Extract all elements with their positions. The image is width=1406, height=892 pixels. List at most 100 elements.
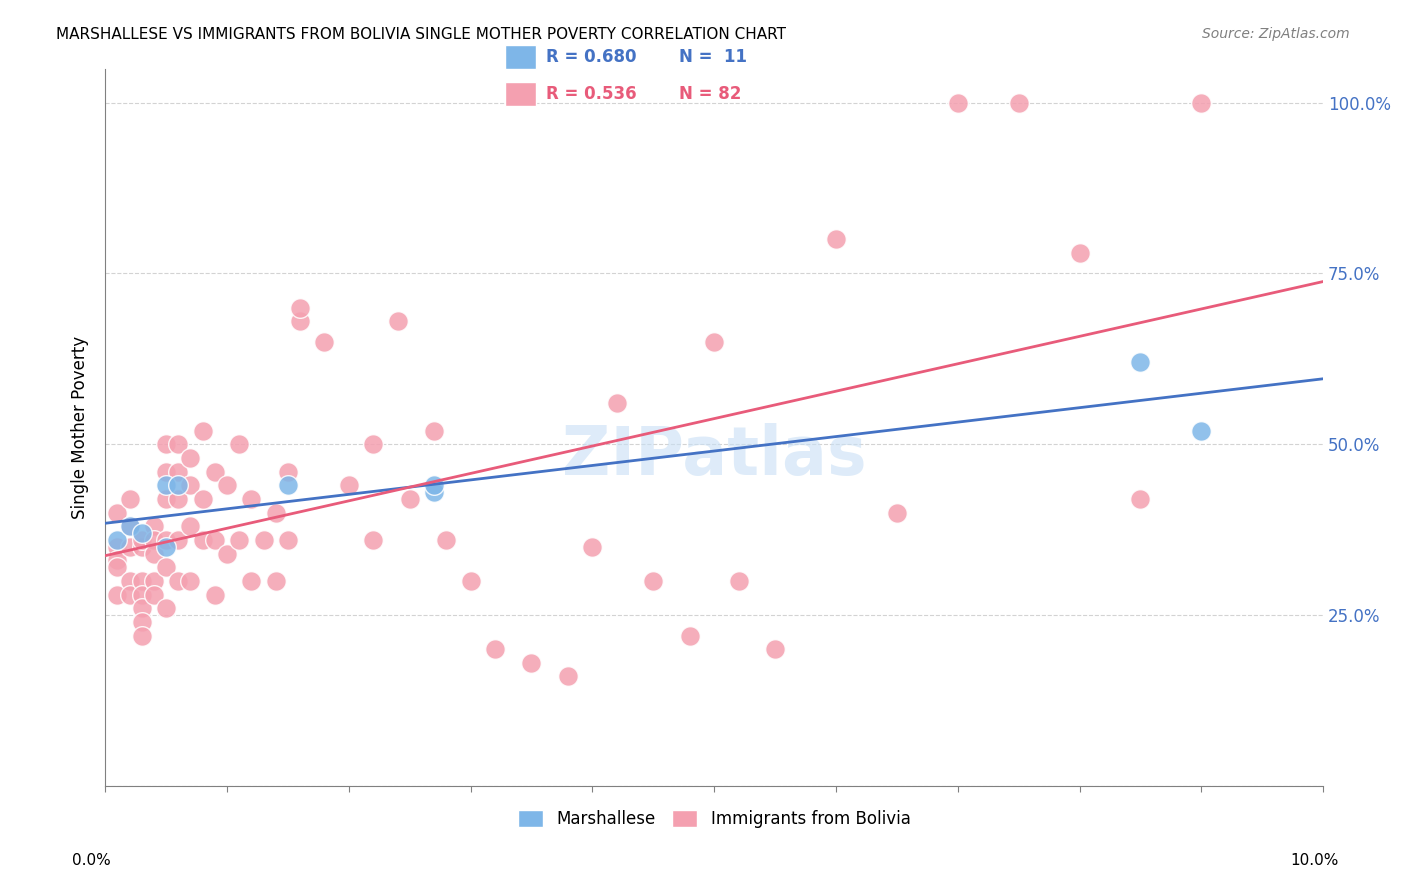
Y-axis label: Single Mother Poverty: Single Mother Poverty — [72, 335, 89, 519]
Point — [204, 533, 226, 547]
Point — [484, 642, 506, 657]
Point — [179, 450, 201, 465]
Point — [946, 95, 969, 110]
Point — [337, 478, 360, 492]
Point — [105, 540, 128, 554]
Point — [763, 642, 786, 657]
Point — [179, 478, 201, 492]
Point — [118, 519, 141, 533]
Point — [314, 334, 336, 349]
Point — [288, 314, 311, 328]
Point — [277, 465, 299, 479]
Point — [727, 574, 749, 588]
Point — [118, 540, 141, 554]
Point — [142, 587, 165, 601]
Point — [167, 465, 190, 479]
Text: R = 0.536: R = 0.536 — [546, 86, 636, 103]
Point — [398, 491, 420, 506]
Text: Source: ZipAtlas.com: Source: ZipAtlas.com — [1202, 27, 1350, 41]
Point — [131, 601, 153, 615]
Point — [703, 334, 725, 349]
Point — [191, 424, 214, 438]
Point — [434, 533, 457, 547]
Legend: Marshallese, Immigrants from Bolivia: Marshallese, Immigrants from Bolivia — [512, 804, 917, 835]
Text: N = 82: N = 82 — [679, 86, 741, 103]
Point — [264, 506, 287, 520]
Point — [155, 491, 177, 506]
Text: ZIPatlas: ZIPatlas — [562, 423, 866, 489]
Bar — [505, 45, 536, 70]
Text: MARSHALLESE VS IMMIGRANTS FROM BOLIVIA SINGLE MOTHER POVERTY CORRELATION CHART: MARSHALLESE VS IMMIGRANTS FROM BOLIVIA S… — [56, 27, 786, 42]
Point — [131, 526, 153, 541]
Point — [131, 628, 153, 642]
Point — [105, 560, 128, 574]
Point — [1129, 355, 1152, 369]
Text: 0.0%: 0.0% — [72, 854, 111, 868]
Point — [228, 533, 250, 547]
Point — [361, 533, 384, 547]
Point — [277, 533, 299, 547]
Point — [423, 424, 446, 438]
Point — [131, 574, 153, 588]
Point — [105, 587, 128, 601]
Point — [252, 533, 274, 547]
Point — [118, 519, 141, 533]
Point — [118, 574, 141, 588]
Point — [131, 615, 153, 629]
Point — [179, 519, 201, 533]
Point — [155, 601, 177, 615]
Point — [423, 478, 446, 492]
Point — [581, 540, 603, 554]
Point — [167, 574, 190, 588]
Point — [142, 547, 165, 561]
Point — [240, 491, 263, 506]
Point — [886, 506, 908, 520]
Point — [643, 574, 665, 588]
Point — [520, 656, 543, 670]
Point — [155, 540, 177, 554]
Point — [387, 314, 409, 328]
Point — [167, 478, 190, 492]
Point — [215, 547, 238, 561]
Point — [155, 560, 177, 574]
Point — [1008, 95, 1031, 110]
Point — [142, 574, 165, 588]
Point — [204, 587, 226, 601]
Point — [131, 533, 153, 547]
Point — [118, 491, 141, 506]
Bar — [505, 82, 536, 106]
Point — [1069, 246, 1091, 260]
Point — [277, 478, 299, 492]
Point — [423, 485, 446, 500]
Point — [557, 669, 579, 683]
Point — [191, 533, 214, 547]
Point — [142, 519, 165, 533]
Point — [361, 437, 384, 451]
Point — [240, 574, 263, 588]
Point — [606, 396, 628, 410]
Point — [228, 437, 250, 451]
Point — [155, 478, 177, 492]
Point — [179, 574, 201, 588]
Text: R = 0.680: R = 0.680 — [546, 48, 636, 66]
Point — [204, 465, 226, 479]
Point — [679, 628, 702, 642]
Point — [142, 533, 165, 547]
Point — [105, 506, 128, 520]
Point — [1189, 95, 1212, 110]
Point — [155, 465, 177, 479]
Text: N =  11: N = 11 — [679, 48, 747, 66]
Point — [460, 574, 482, 588]
Text: 10.0%: 10.0% — [1291, 854, 1339, 868]
Point — [118, 587, 141, 601]
Point — [155, 533, 177, 547]
Point — [215, 478, 238, 492]
Point — [1189, 424, 1212, 438]
Point — [167, 491, 190, 506]
Point — [264, 574, 287, 588]
Point — [288, 301, 311, 315]
Point — [155, 437, 177, 451]
Point — [191, 491, 214, 506]
Point — [105, 533, 128, 547]
Point — [167, 437, 190, 451]
